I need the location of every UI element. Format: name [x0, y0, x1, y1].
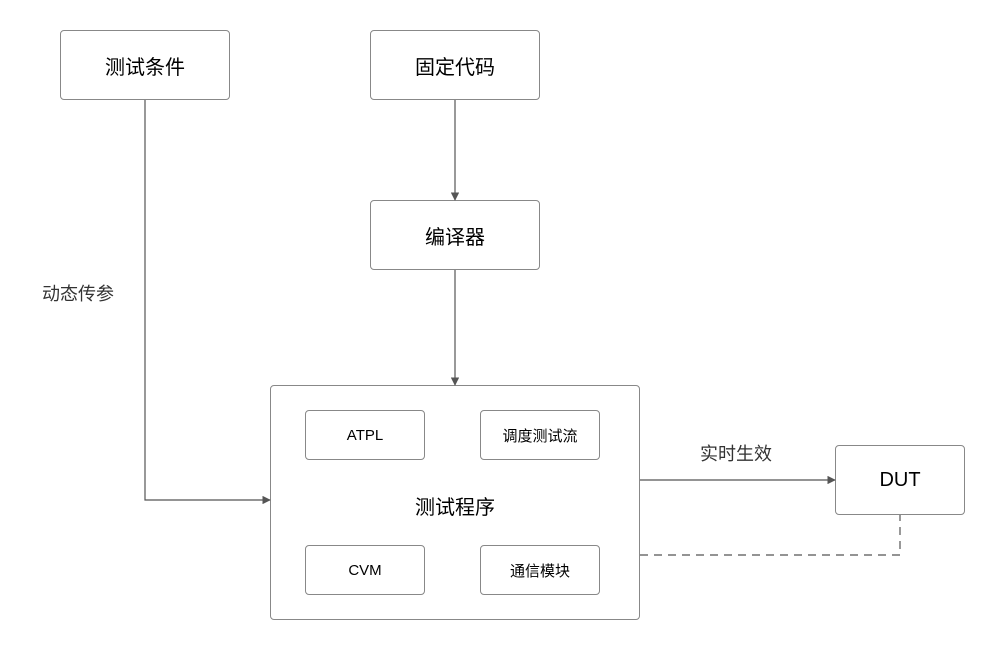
node-label: DUT [879, 469, 920, 492]
node-label: 测试程序 [271, 491, 639, 520]
edge-test-program-to-dut-dashed [640, 515, 900, 555]
node-label: 调度测试流 [502, 425, 577, 446]
node-label: 固定代码 [415, 51, 495, 80]
node-compiler: 编译器 [370, 200, 540, 270]
node-label: ATPL [347, 427, 383, 444]
node-label: CVM [348, 562, 381, 579]
node-sched: 调度测试流 [480, 410, 600, 460]
edge-test-condition-to-test-program [145, 100, 270, 500]
node-dut: DUT [835, 445, 965, 515]
edge-label-realtime: 实时生效 [700, 440, 772, 466]
node-cvm: CVM [305, 545, 425, 595]
node-fixed-code: 固定代码 [370, 30, 540, 100]
node-test-condition: 测试条件 [60, 30, 230, 100]
node-label: 测试条件 [105, 51, 185, 80]
node-label: 通信模块 [510, 560, 570, 581]
node-label: 编译器 [425, 221, 485, 250]
edge-label-dynamic-param: 动态传参 [42, 280, 114, 306]
node-comm: 通信模块 [480, 545, 600, 595]
node-atpl: ATPL [305, 410, 425, 460]
